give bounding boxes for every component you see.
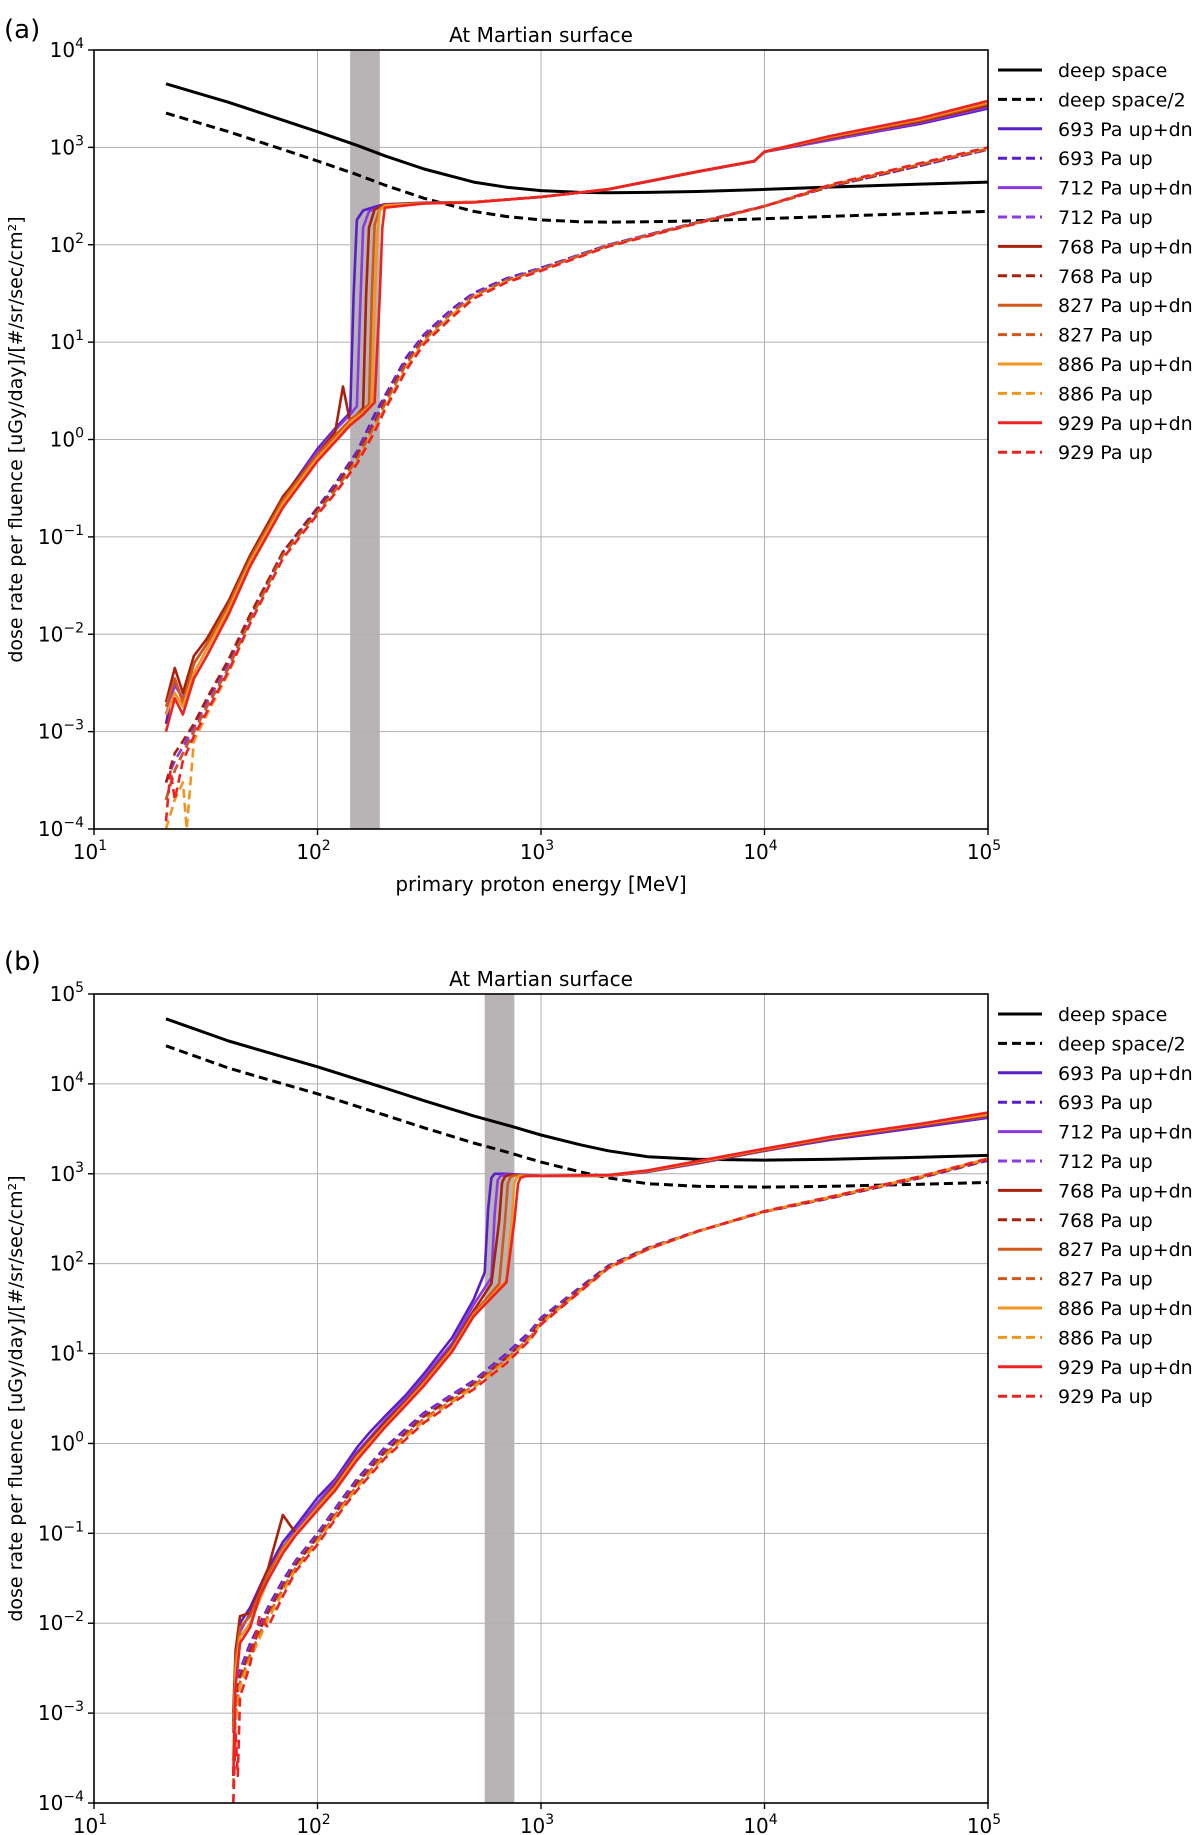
legend-entry-label: 827 Pa up+dn [1058, 1239, 1193, 1261]
series-line-deep-space [165, 82, 988, 195]
series-line-768-pa-up [164, 147, 988, 783]
legend-entry-label: deep space/2 [1058, 1033, 1186, 1055]
legend-entry-label: 886 Pa up+dn [1058, 1298, 1193, 1320]
series-line-deep-space [165, 1017, 988, 1162]
series-line-929-pa-up-dn [164, 99, 988, 732]
y-tick-label: 100 [50, 1429, 84, 1455]
y-tick-label: 102 [50, 1250, 84, 1276]
series-line-886-pa-up-dn [232, 1112, 988, 1761]
series-line-deep-space-2 [165, 1044, 988, 1189]
legend-entry-label: deep space [1058, 1004, 1167, 1026]
y-tick-label: 100 [50, 426, 84, 452]
legend-entry-label: 693 Pa up+dn [1058, 1063, 1193, 1085]
legend-entry-label: 886 Pa up [1058, 383, 1153, 405]
y-tick-label: 10−3 [38, 1699, 84, 1725]
series-line-712-pa-up-dn [164, 105, 988, 715]
x-tick-label: 104 [743, 1812, 777, 1835]
legend-entry-label: 886 Pa up [1058, 1327, 1153, 1349]
legend-entry-label: 886 Pa up+dn [1058, 354, 1193, 376]
y-tick-label: 105 [50, 980, 84, 1006]
legend-entry-label: 768 Pa up [1058, 266, 1153, 288]
legend-entry-label: 768 Pa up+dn [1058, 236, 1193, 258]
x-tick-label: 105 [967, 838, 1001, 864]
series-line-929-pa-up [164, 146, 988, 822]
y-tick-label: 10−2 [38, 620, 84, 646]
y-tick-label: 103 [50, 1160, 84, 1186]
legend-entry-label: deep space [1058, 60, 1167, 82]
x-tick-label: 105 [967, 1812, 1001, 1835]
chart-panel-b: (b) At Martian surface 101 102 103 104 105 105 1… [4, 947, 1193, 1835]
y-tick-label: 10−2 [38, 1609, 84, 1635]
series-line-886-pa-up [164, 146, 988, 829]
chart-title: At Martian surface [449, 967, 633, 991]
y-tick-label: 104 [50, 36, 84, 62]
y-tick-label: 101 [50, 328, 84, 354]
series-line-768-pa-up-dn [164, 104, 988, 703]
y-tick-label: 10−4 [38, 1789, 84, 1815]
y-axis-label: dose rate per fluence [uGy/day]/[#/sr/se… [5, 216, 27, 662]
series-line-929-pa-up-dn [232, 1111, 988, 1776]
legend-entry-label: 827 Pa up+dn [1058, 295, 1193, 317]
y-tick-label: 10−3 [38, 718, 84, 744]
grid-lines [93, 49, 989, 830]
legend-entry-label: 768 Pa up+dn [1058, 1180, 1193, 1202]
panel-label: (b) [4, 947, 41, 977]
series-line-886-pa-up [232, 1157, 988, 1803]
chart-title: At Martian surface [449, 23, 633, 47]
y-tick-label: 10−4 [38, 815, 84, 841]
series-line-827-pa-up [164, 147, 988, 801]
y-axis-label: dose rate per fluence [uGy/day]/[#/sr/se… [5, 1175, 27, 1621]
y-tick-label: 101 [50, 1340, 84, 1366]
y-tick-label: 10−1 [38, 523, 84, 549]
y-tick-label: 103 [50, 133, 84, 159]
legend: deep space deep space/2 693 Pa up+dn 693 Pa… [998, 1004, 1193, 1408]
shaded-energy-band [484, 994, 515, 1803]
series-line-693-pa-up [164, 148, 988, 801]
chart-panel-a: (a) At Martian surface 101 102 103 104 105 104 1… [4, 15, 1193, 896]
legend-entry-label: 827 Pa up [1058, 1269, 1153, 1291]
legend-entry-label: 929 Pa up+dn [1058, 1357, 1193, 1379]
grid-lines [93, 993, 989, 1804]
x-axis-label: primary proton energy [MeV] [395, 872, 686, 896]
panel-label: (a) [4, 15, 40, 45]
x-tick-label: 102 [296, 1812, 330, 1835]
x-tick-label: 102 [296, 838, 330, 864]
series-line-712-pa-up-dn [232, 1115, 988, 1734]
y-tick-label: 104 [50, 1070, 84, 1096]
y-tick-label: 102 [50, 231, 84, 257]
legend-entry-label: 827 Pa up [1058, 325, 1153, 347]
x-tick-label: 103 [520, 1812, 554, 1835]
series-line-693-pa-up-dn [164, 107, 988, 725]
series-line-929-pa-up [232, 1157, 988, 1803]
legend-entry-label: 712 Pa up+dn [1058, 178, 1193, 200]
series-group [164, 82, 988, 829]
legend-entry-label: 712 Pa up [1058, 207, 1153, 229]
x-tick-label: 101 [73, 838, 107, 864]
legend: deep space deep space/2 693 Pa up+dn 693 Pa… [998, 60, 1193, 464]
legend-entry-label: 693 Pa up+dn [1058, 119, 1193, 141]
legend-entry-label: 929 Pa up+dn [1058, 413, 1193, 435]
x-tick-label: 103 [520, 838, 554, 864]
x-tick-label: 104 [743, 838, 777, 864]
legend-entry-label: 929 Pa up [1058, 442, 1153, 464]
series-line-827-pa-up-dn [232, 1113, 988, 1728]
series-line-827-pa-up-dn [164, 102, 988, 708]
legend-entry-label: 693 Pa up [1058, 148, 1153, 170]
legend-entry-label: 712 Pa up [1058, 1151, 1153, 1173]
x-tick-label: 101 [73, 1812, 107, 1835]
legend-entry-label: 693 Pa up [1058, 1092, 1153, 1114]
series-group [165, 1017, 988, 1803]
series-line-768-pa-up [232, 1158, 988, 1776]
legend-entry-label: deep space/2 [1058, 89, 1186, 111]
legend-entry-label: 929 Pa up [1058, 1386, 1153, 1408]
y-tick-label: 10−1 [38, 1519, 84, 1545]
legend-entry-label: 712 Pa up+dn [1058, 1122, 1193, 1144]
series-line-693-pa-up-dn [232, 1116, 988, 1722]
legend-entry-label: 768 Pa up [1058, 1210, 1153, 1232]
